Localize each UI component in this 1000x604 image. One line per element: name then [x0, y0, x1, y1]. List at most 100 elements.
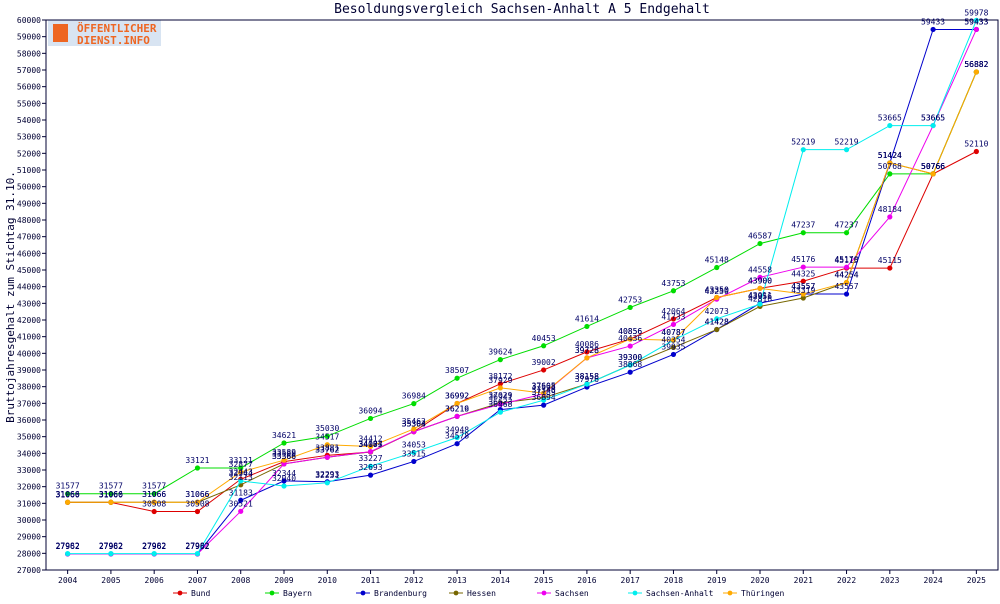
data-label: 56882 — [964, 60, 988, 69]
data-point — [584, 381, 590, 387]
data-label: 27982 — [185, 542, 209, 551]
data-point — [497, 357, 503, 363]
x-tick-label: 2023 — [880, 576, 899, 585]
series-line — [67, 28, 977, 555]
y-tick-label: 32000 — [17, 483, 41, 492]
y-tick-label: 47000 — [17, 233, 41, 242]
data-label: 59433 — [964, 17, 988, 26]
data-label: 52110 — [964, 140, 988, 149]
data-label: 43319 — [791, 286, 815, 295]
data-label: 37189 — [532, 388, 556, 397]
data-label: 36984 — [402, 392, 426, 401]
data-label: 40436 — [618, 334, 642, 343]
data-point — [541, 343, 547, 349]
data-label: 30508 — [185, 500, 209, 509]
data-label: 27962 — [185, 542, 209, 551]
data-point — [584, 323, 590, 330]
legend-marker — [727, 590, 733, 596]
data-label: 38507 — [445, 366, 469, 375]
data-label: 43900 — [748, 276, 772, 285]
y-tick-label: 28000 — [17, 549, 41, 558]
legend-label: Hessen — [467, 589, 496, 598]
data-label: 46587 — [748, 232, 772, 241]
data-point — [324, 433, 330, 439]
data-label: 37929 — [488, 376, 512, 385]
legend-marker — [177, 590, 183, 596]
data-point — [973, 26, 979, 33]
plot-frame — [45, 19, 999, 571]
data-point — [584, 355, 590, 361]
legend-marker — [632, 590, 638, 596]
data-label: 32231 — [315, 471, 339, 480]
data-label: 59433 — [964, 17, 988, 26]
data-label: 32113 — [229, 473, 253, 482]
data-label: 32344 — [229, 469, 253, 478]
data-point — [843, 291, 850, 297]
data-point — [800, 230, 806, 236]
logo-mark-icon — [53, 24, 68, 42]
y-tick-label: 29000 — [17, 533, 41, 542]
data-labels: 31060 31060 30508 30508 32443 33500 33881 34077… — [56, 8, 989, 551]
data-point — [670, 344, 677, 351]
y-tick-label: 37000 — [17, 399, 41, 408]
logo-line2: DIENST.INFO — [77, 34, 150, 47]
data-label: 39300 — [618, 353, 642, 362]
data-point — [411, 426, 417, 432]
data-label: 27962 — [185, 542, 209, 551]
data-point — [194, 499, 201, 505]
data-label: 34412 — [358, 434, 382, 443]
data-label: 43900 — [748, 276, 772, 285]
data-point — [411, 458, 417, 465]
legend-marker — [453, 590, 459, 596]
y-tick-label: 48000 — [17, 216, 41, 225]
data-point — [151, 499, 157, 505]
data-label: 38868 — [618, 360, 642, 369]
data-label: 43011 — [748, 291, 772, 300]
data-label: 34083 — [358, 440, 382, 449]
data-point — [714, 326, 720, 333]
x-tick-label: 2007 — [188, 576, 207, 585]
data-point — [627, 336, 633, 342]
data-label: 27982 — [142, 542, 166, 551]
data-point — [238, 478, 244, 484]
series-line — [67, 71, 977, 503]
data-label: 45115 — [878, 256, 902, 265]
x-tick-label: 2010 — [318, 576, 337, 585]
data-label: 43557 — [834, 282, 858, 291]
data-point — [930, 171, 936, 177]
data-label: 50766 — [921, 162, 945, 171]
data-point — [887, 265, 893, 271]
series-th-ringen — [65, 69, 979, 505]
data-label: 31060 — [99, 490, 123, 499]
y-tick-label: 39000 — [17, 366, 41, 375]
data-label: 43557 — [791, 282, 815, 291]
x-tick-label: 2022 — [837, 576, 856, 585]
legend: Bund Bayern Brandenburg Hessen Sachsen Sachse… — [173, 589, 785, 598]
series-sachsen — [65, 26, 979, 557]
data-point — [454, 434, 460, 441]
data-point — [627, 304, 633, 311]
series-line — [67, 29, 977, 555]
logo-line1: ÖFFENTLICHER — [77, 21, 157, 35]
data-point — [324, 480, 330, 486]
data-point — [65, 551, 71, 557]
data-point — [541, 367, 547, 373]
series-bayern — [65, 69, 979, 497]
data-label: 31066 — [185, 490, 209, 499]
y-tick-label: 44000 — [17, 283, 41, 292]
data-label: 36468 — [488, 400, 512, 409]
data-point — [454, 375, 460, 381]
series-line — [67, 71, 977, 503]
data-point — [411, 449, 417, 456]
data-point — [238, 465, 244, 471]
legend-label: Brandenburg — [374, 589, 427, 598]
data-point — [497, 409, 503, 415]
x-tick-label: 2008 — [231, 576, 250, 585]
data-label: 31066 — [99, 490, 123, 499]
data-label: 47237 — [791, 221, 815, 230]
data-point — [887, 171, 893, 177]
series-line — [67, 20, 977, 555]
data-point — [584, 349, 590, 355]
data-point — [324, 442, 330, 448]
